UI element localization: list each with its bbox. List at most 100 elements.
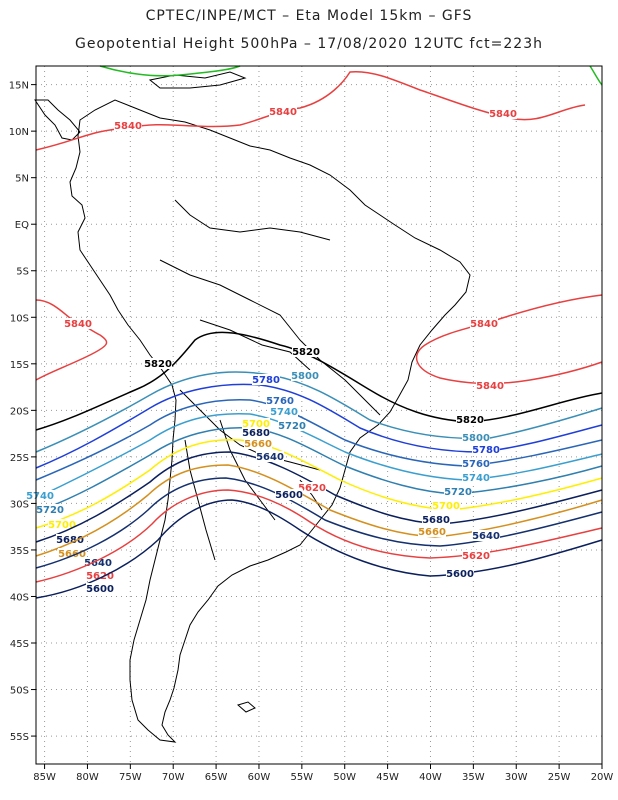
contour-label-bg bbox=[244, 438, 272, 449]
y-tick-label: 10S bbox=[10, 313, 29, 324]
contour-label-bg bbox=[48, 519, 76, 530]
contour-label-bg bbox=[256, 451, 284, 462]
contour-label: 5640 bbox=[84, 558, 112, 569]
contour-label: 5620 bbox=[298, 483, 326, 494]
y-tick-label: 20S bbox=[10, 406, 29, 417]
contour-label-bg bbox=[84, 557, 112, 568]
contour-label-bg bbox=[422, 514, 450, 525]
contour-label: 5740 bbox=[270, 407, 298, 418]
contour-label: 5840 bbox=[114, 121, 142, 132]
contour-5600 bbox=[35, 499, 603, 599]
contour-5800 bbox=[35, 371, 603, 453]
south-america-coast bbox=[69, 99, 471, 743]
contour-5660 bbox=[35, 464, 603, 557]
x-tick-label: 70W bbox=[162, 772, 185, 783]
contour-label-bg bbox=[86, 570, 114, 581]
contour-label-bg bbox=[242, 418, 270, 429]
contour-label: 5600 bbox=[275, 490, 303, 501]
contour-label-bg bbox=[252, 374, 280, 385]
y-tick-label: 25S bbox=[10, 453, 29, 464]
x-tick-label: 35W bbox=[462, 772, 485, 783]
central-america-coast bbox=[34, 99, 81, 141]
x-tick-label: 50W bbox=[333, 772, 356, 783]
contour-label: 5620 bbox=[462, 551, 490, 562]
contour-label-bg bbox=[470, 318, 498, 329]
contour-label-bg bbox=[462, 550, 490, 561]
contour-label: 5740 bbox=[462, 473, 490, 484]
contour-label: 5600 bbox=[86, 584, 114, 595]
contour-label: 5820 bbox=[456, 415, 484, 426]
x-tick-label: 25W bbox=[548, 772, 571, 783]
contour-label-bg bbox=[462, 432, 490, 443]
x-tick-label: 20W bbox=[591, 772, 614, 783]
contour-label-bg bbox=[86, 583, 114, 594]
contour-label-bg bbox=[242, 427, 270, 438]
y-tick-label: 50S bbox=[10, 686, 29, 697]
contour-label: 5600 bbox=[446, 569, 474, 580]
contour-label-bg bbox=[144, 358, 172, 369]
map-frame: 85W 80W 75W 70W 65W 60W 55W 50W 45W 40W 35W 30W 25W 2… bbox=[9, 65, 614, 783]
contour-5840 bbox=[35, 299, 108, 381]
x-tick-label: 60W bbox=[248, 772, 271, 783]
chart-title: CPTEC/INPE/MCT – Eta Model 15km – GFS bbox=[145, 8, 473, 24]
contour-5840 bbox=[415, 294, 603, 385]
y-tick-label: 5S bbox=[16, 267, 29, 278]
contour-label: 5800 bbox=[291, 371, 319, 382]
contour-label: 5640 bbox=[472, 531, 500, 542]
contour-label-bg bbox=[462, 458, 490, 469]
contour-label-bg bbox=[489, 108, 517, 119]
y-tick-label: 40S bbox=[10, 592, 29, 603]
contour-label-bg bbox=[270, 406, 298, 417]
contour-label: 5660 bbox=[244, 439, 272, 450]
y-tick-label: 35S bbox=[10, 546, 29, 557]
x-tick-label: 80W bbox=[76, 772, 99, 783]
x-tick-label: 75W bbox=[119, 772, 142, 783]
contour-label: 5660 bbox=[58, 549, 86, 560]
contour-lines: 5840 5840 5840 5840 5840 5840 5820 5820 5820 5800… bbox=[26, 65, 603, 599]
contour-5720 bbox=[35, 426, 603, 513]
contour-label: 5700 bbox=[432, 501, 460, 512]
chart-subtitle: Geopotential Height 500hPa – 17/08/2020 … bbox=[75, 36, 543, 52]
y-tick-label: 30S bbox=[10, 499, 29, 510]
y-tick-label: 10N bbox=[9, 127, 29, 138]
contour-label: 5840 bbox=[476, 381, 504, 392]
contour-label: 5720 bbox=[36, 505, 64, 516]
contour-label: 5820 bbox=[292, 347, 320, 358]
contour-label-bg bbox=[36, 504, 64, 515]
contour-label-bg bbox=[114, 120, 142, 131]
x-tick-label: 30W bbox=[505, 772, 528, 783]
contour-label-bg bbox=[298, 482, 326, 493]
contour-label-bg bbox=[26, 490, 54, 501]
y-tick-label: 15S bbox=[10, 360, 29, 371]
contour-label: 5820 bbox=[144, 359, 172, 370]
contour-label: 5620 bbox=[86, 571, 114, 582]
contour-label-bg bbox=[472, 444, 500, 455]
x-tick-label: 85W bbox=[33, 772, 56, 783]
contour-label-bg bbox=[56, 534, 84, 545]
y-tick-label: 5N bbox=[15, 174, 29, 185]
contour-label: 5640 bbox=[256, 452, 284, 463]
y-tick-label: 45S bbox=[10, 639, 29, 650]
contour-label: 5700 bbox=[242, 419, 270, 430]
contour-label-bg bbox=[278, 420, 306, 431]
contour-label-bg bbox=[58, 548, 86, 559]
contour-label: 5760 bbox=[266, 396, 294, 407]
contour-label: 5800 bbox=[462, 433, 490, 444]
contour-label: 5780 bbox=[252, 375, 280, 386]
contour-label-bg bbox=[456, 414, 484, 425]
contour-label-bg bbox=[418, 526, 446, 537]
contour-label: 5660 bbox=[418, 527, 446, 538]
contour-label: 5840 bbox=[470, 319, 498, 330]
contour-label: 5840 bbox=[269, 107, 297, 118]
x-tick-label: 55W bbox=[291, 772, 314, 783]
contour-label-bg bbox=[64, 318, 92, 329]
continent-outline bbox=[34, 71, 471, 743]
contour-label: 5680 bbox=[422, 515, 450, 526]
contour-5860 bbox=[99, 65, 241, 77]
contour-label: 5780 bbox=[472, 445, 500, 456]
y-tick-label: 55S bbox=[10, 732, 29, 743]
caribbean-island bbox=[148, 71, 247, 89]
contour-5680 bbox=[35, 451, 603, 543]
country-borders bbox=[159, 199, 381, 561]
